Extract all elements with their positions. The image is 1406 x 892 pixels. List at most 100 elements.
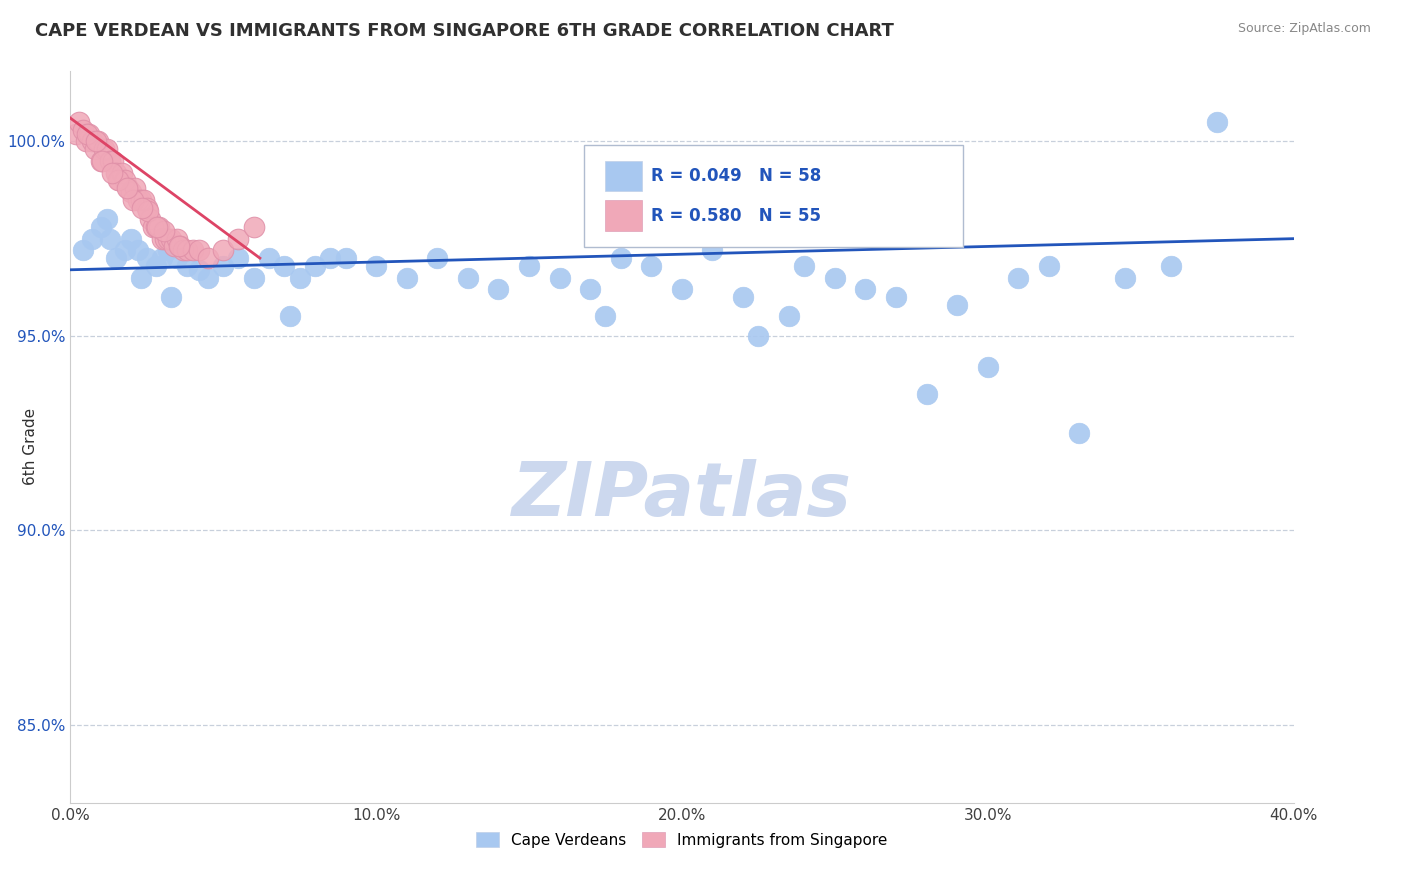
Point bbox=[488, 282, 510, 296]
Point bbox=[176, 244, 198, 258]
Point bbox=[121, 232, 143, 246]
Point bbox=[121, 185, 143, 199]
FancyBboxPatch shape bbox=[605, 161, 641, 191]
Point bbox=[150, 232, 173, 246]
Point bbox=[127, 193, 149, 207]
Point bbox=[136, 204, 159, 219]
Point bbox=[98, 153, 121, 168]
Text: R = 0.580   N = 55: R = 0.580 N = 55 bbox=[651, 207, 821, 225]
Point bbox=[366, 259, 388, 273]
Point bbox=[69, 115, 91, 129]
Point bbox=[84, 135, 107, 149]
Point bbox=[457, 270, 479, 285]
Point bbox=[152, 224, 174, 238]
Point bbox=[395, 270, 418, 285]
Point bbox=[117, 181, 139, 195]
Point bbox=[153, 232, 176, 246]
Point bbox=[77, 127, 100, 141]
Point bbox=[72, 122, 94, 136]
Point bbox=[946, 298, 969, 312]
Point bbox=[101, 153, 124, 168]
Point bbox=[146, 219, 169, 234]
Point bbox=[76, 127, 98, 141]
FancyBboxPatch shape bbox=[605, 201, 641, 231]
Point bbox=[127, 244, 149, 258]
Point bbox=[114, 173, 136, 187]
Point bbox=[778, 310, 800, 324]
Point bbox=[335, 251, 357, 265]
Point bbox=[160, 232, 183, 246]
Point bbox=[80, 232, 103, 246]
Point bbox=[197, 270, 219, 285]
Point bbox=[1206, 115, 1229, 129]
Point bbox=[181, 244, 204, 258]
Point bbox=[197, 251, 219, 265]
Point bbox=[145, 259, 167, 273]
Point bbox=[96, 142, 118, 156]
Point bbox=[517, 259, 540, 273]
Text: R = 0.049   N = 58: R = 0.049 N = 58 bbox=[651, 167, 821, 185]
Legend: Cape Verdeans, Immigrants from Singapore: Cape Verdeans, Immigrants from Singapore bbox=[470, 825, 894, 854]
Point bbox=[108, 173, 131, 187]
Point bbox=[212, 259, 235, 273]
Point bbox=[93, 142, 115, 156]
Point bbox=[114, 244, 136, 258]
Point bbox=[122, 193, 145, 207]
Point bbox=[160, 290, 183, 304]
Point bbox=[87, 135, 110, 149]
Point bbox=[65, 127, 87, 141]
Point bbox=[273, 259, 295, 273]
Point bbox=[702, 244, 724, 258]
Point bbox=[167, 239, 190, 253]
Point bbox=[111, 165, 134, 179]
Point bbox=[1007, 270, 1029, 285]
Point bbox=[90, 153, 112, 168]
Point bbox=[166, 251, 188, 265]
Point bbox=[96, 212, 118, 227]
Point bbox=[150, 251, 173, 265]
Point bbox=[129, 193, 152, 207]
Point bbox=[228, 251, 250, 265]
Text: 6th Grade: 6th Grade bbox=[24, 408, 38, 484]
Point bbox=[166, 232, 188, 246]
Point bbox=[579, 282, 602, 296]
Point bbox=[915, 387, 938, 401]
Point bbox=[83, 142, 105, 156]
Point bbox=[129, 270, 152, 285]
Point bbox=[145, 219, 167, 234]
Point bbox=[100, 165, 122, 179]
Point bbox=[640, 259, 662, 273]
Point bbox=[172, 244, 194, 258]
Point bbox=[75, 135, 97, 149]
Point bbox=[98, 232, 121, 246]
Point bbox=[163, 239, 186, 253]
Point bbox=[731, 290, 754, 304]
Point bbox=[176, 259, 198, 273]
Point bbox=[243, 219, 266, 234]
Point bbox=[595, 310, 617, 324]
Point bbox=[131, 201, 153, 215]
Point bbox=[793, 259, 815, 273]
Point bbox=[187, 244, 209, 258]
Point bbox=[169, 239, 191, 253]
Point bbox=[139, 212, 162, 227]
Point bbox=[548, 270, 571, 285]
Point bbox=[824, 270, 846, 285]
Point bbox=[426, 251, 449, 265]
Point bbox=[72, 244, 94, 258]
Point bbox=[228, 232, 250, 246]
Point bbox=[884, 290, 907, 304]
Point bbox=[124, 181, 146, 195]
Point bbox=[671, 282, 693, 296]
Point bbox=[288, 270, 311, 285]
Point bbox=[855, 282, 877, 296]
Point bbox=[105, 251, 128, 265]
Point bbox=[135, 251, 157, 265]
Point bbox=[135, 201, 157, 215]
Point bbox=[107, 173, 129, 187]
Point bbox=[976, 359, 998, 374]
Point bbox=[304, 259, 326, 273]
Point bbox=[1114, 270, 1136, 285]
Point bbox=[319, 251, 342, 265]
Point bbox=[747, 329, 769, 343]
